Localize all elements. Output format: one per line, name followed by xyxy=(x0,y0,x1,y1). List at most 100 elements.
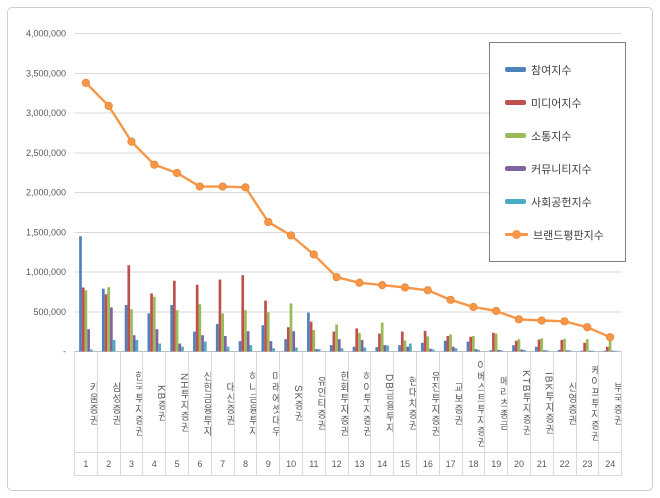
bar-참여지수-10 xyxy=(284,339,287,352)
category-cell-15: 현대차증권 15 xyxy=(393,352,416,475)
bar-미디어지수-5 xyxy=(173,280,176,352)
category-cell-19: 메리츠종금 19 xyxy=(484,352,508,475)
bar-미디어지수-10 xyxy=(286,327,290,352)
category-label: 현대차증권 xyxy=(405,376,416,431)
bar-미디어지수-16 xyxy=(423,330,427,352)
bar-커뮤니티지수-1 xyxy=(87,329,90,352)
legend-label: 참여지수 xyxy=(531,64,572,77)
bar-사회공헌지수-8 xyxy=(249,345,253,352)
category-label: 교보증권 xyxy=(451,381,462,426)
bar-커뮤니티지수-5 xyxy=(178,343,182,352)
category-label: KB증권 xyxy=(155,384,166,423)
legend-label: 커뮤니티지수 xyxy=(531,163,592,176)
category-number: 23 xyxy=(576,452,599,475)
bar-참여지수-7 xyxy=(215,324,219,352)
bar-소통지수-1 xyxy=(84,290,88,352)
bar-참여지수-24 xyxy=(603,350,607,352)
bar-소통지수-5 xyxy=(175,310,179,352)
bar-참여지수-21 xyxy=(534,346,538,352)
marker-브랜드평판지수-16 xyxy=(423,286,432,295)
bar-사회공헌지수-14 xyxy=(386,345,389,352)
category-cell-5: NH투자증권 5 xyxy=(165,352,188,475)
category-number: 12 xyxy=(325,452,348,475)
category-label: 키움증권 xyxy=(86,381,97,426)
bar-참여지수-14 xyxy=(375,347,379,352)
bar-소통지수-6 xyxy=(198,304,202,352)
bar-미디어지수-23 xyxy=(583,342,586,352)
bar-사회공헌지수-13 xyxy=(363,347,367,352)
category-cell-2: 삼성증권 2 xyxy=(96,352,120,475)
bar-소통지수-22 xyxy=(563,338,566,352)
bar-미디어지수-7 xyxy=(218,279,222,352)
bar-참여지수-8 xyxy=(238,341,242,352)
bar-사회공헌지수-3 xyxy=(135,339,139,352)
legend-swatch-icon xyxy=(505,133,526,138)
legend: 참여지수 미디어지수 소통지수 커뮤니티지수 사회공헌지수 브랜드평판지수 xyxy=(489,42,626,262)
bar-커뮤니티지수-20 xyxy=(520,349,523,352)
bar-소통지수-8 xyxy=(244,310,247,352)
marker-브랜드평판지수-21 xyxy=(537,316,546,325)
category-cell-21: IBK투자증권 21 xyxy=(529,352,553,475)
category-label: 한국투자증권 xyxy=(132,370,143,437)
category-number: 5 xyxy=(166,452,188,475)
category-number: 21 xyxy=(530,452,553,475)
legend-label: 사회공헌지수 xyxy=(531,196,592,209)
bar-참여지수-19 xyxy=(489,350,493,352)
category-cell-22: 신영증권 22 xyxy=(552,352,576,475)
bar-참여지수-12 xyxy=(329,345,333,352)
y-tick-label: 1,500,000 xyxy=(26,227,66,237)
bar-미디어지수-24 xyxy=(606,346,609,352)
legend-item-3: 소통지수 xyxy=(505,128,621,144)
bar-미디어지수-14 xyxy=(378,333,381,352)
bar-미디어지수-2 xyxy=(104,294,108,352)
category-number: 8 xyxy=(234,452,257,475)
legend-item-4: 커뮤니티지수 xyxy=(505,161,621,177)
category-number: 14 xyxy=(371,452,394,475)
bar-소통지수-24 xyxy=(608,339,612,352)
category-label: 부국증권 xyxy=(611,381,622,426)
bar-사회공헌지수-23 xyxy=(591,350,595,352)
bar-참여지수-2 xyxy=(101,288,105,352)
category-label: 대신증권 xyxy=(223,381,234,426)
category-cell-16: 유진투자증권 16 xyxy=(415,352,439,475)
bar-미디어지수-11 xyxy=(309,321,313,352)
category-label: 신영증권 xyxy=(565,381,576,426)
category-cell-13: 하이투자증권 13 xyxy=(347,352,371,475)
bar-소통지수-2 xyxy=(107,287,111,352)
marker-브랜드평판지수-17 xyxy=(446,295,455,304)
bar-소통지수-19 xyxy=(494,333,498,352)
bar-참여지수-22 xyxy=(557,349,561,352)
bar-커뮤니티지수-18 xyxy=(474,349,478,352)
category-number: 18 xyxy=(462,452,485,475)
category-cell-9: 미래에셋대우 9 xyxy=(256,352,280,475)
bar-사회공헌지수-11 xyxy=(317,349,321,352)
legend-label: 소통지수 xyxy=(531,130,572,143)
bar-커뮤니티지수-22 xyxy=(565,350,569,352)
marker-브랜드평판지수-7 xyxy=(218,182,227,191)
marker-브랜드평판지수-2 xyxy=(104,101,113,110)
bar-미디어지수-21 xyxy=(537,339,541,352)
category-number: 11 xyxy=(302,452,325,475)
bar-사회공헌지수-5 xyxy=(181,346,184,352)
legend-line-marker-icon xyxy=(505,230,528,239)
bar-사회공헌지수-20 xyxy=(522,349,526,352)
marker-브랜드평판지수-13 xyxy=(355,278,364,287)
category-number: 7 xyxy=(211,452,234,475)
bar-커뮤니티지수-3 xyxy=(132,335,136,352)
category-label: SK증권 xyxy=(291,384,302,423)
bar-사회공헌지수-15 xyxy=(409,343,412,352)
bar-커뮤니티지수-14 xyxy=(383,345,387,352)
bar-미디어지수-12 xyxy=(332,331,336,352)
bar-사회공헌지수-1 xyxy=(89,349,93,352)
y-tick-label: - xyxy=(63,347,66,357)
bar-참여지수-13 xyxy=(352,346,356,352)
bar-소통지수-11 xyxy=(312,330,316,352)
bar-참여지수-5 xyxy=(170,304,174,352)
category-number: 1 xyxy=(75,452,97,475)
bar-사회공헌지수-21 xyxy=(545,350,549,352)
bar-커뮤니티지수-15 xyxy=(406,346,410,352)
bar-소통지수-23 xyxy=(585,339,589,352)
category-number: 4 xyxy=(143,452,166,475)
category-label: DB금융투자 xyxy=(383,373,394,434)
category-number: 24 xyxy=(599,452,622,475)
